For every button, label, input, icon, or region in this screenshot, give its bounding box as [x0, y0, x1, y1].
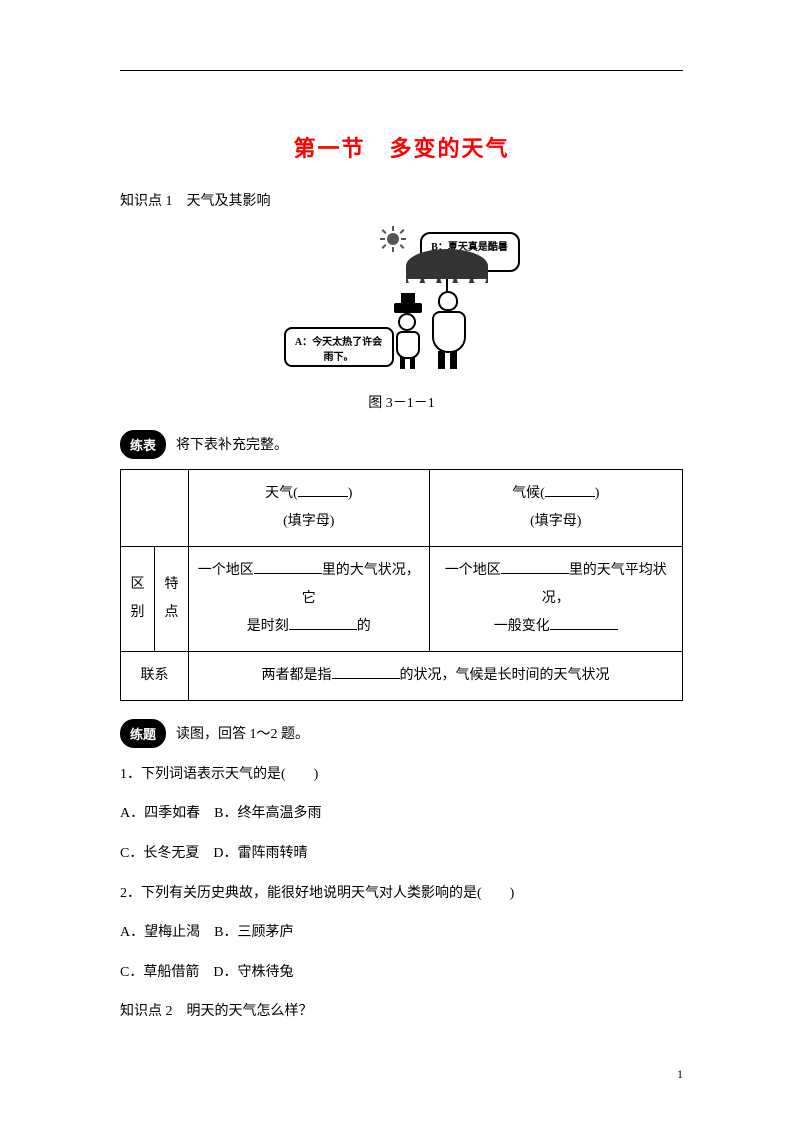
- th-weather-b: ): [348, 486, 353, 501]
- cell-relation: 两者都是指 的状况，气候是长时间的天气状况: [189, 651, 683, 700]
- blank[interactable]: [545, 483, 595, 497]
- txt: 一般变化: [494, 619, 550, 634]
- exercise-table-header: 练表 将下表补充完整。: [120, 430, 683, 459]
- knowledge-point-1: 知识点 1 天气及其影响: [120, 187, 683, 218]
- cell-climate-feature: 一个地区里的天气平均状况， 一般变化: [429, 546, 682, 651]
- txt: 区: [131, 577, 145, 592]
- blank[interactable]: [550, 616, 618, 630]
- comparison-table: 天气() (填字母) 气候() (填字母) 区 别 特 点 一个地区里的大气状况…: [120, 469, 683, 701]
- table-row: 区 别 特 点 一个地区里的大气状况，它 是时刻的 一个地区里的天气平均状况， …: [121, 546, 683, 651]
- blank[interactable]: [501, 560, 569, 574]
- q2-stem: 2．下列有关历史典故，能很好地说明天气对人类影响的是( ): [120, 877, 683, 911]
- speech-bubble-a: A：今天太热了许会雨下。: [284, 327, 394, 367]
- page: 第一节 多变的天气 知识点 1 天气及其影响 B：夏天真是酷暑难耐！: [0, 0, 793, 1122]
- th-weather: 天气() (填字母): [189, 469, 430, 546]
- badge-lianbiao: 练表: [120, 430, 166, 459]
- q1-option-ab: A．四季如春 B．终年高温多雨: [120, 797, 683, 831]
- page-number: 1: [677, 1067, 683, 1082]
- th-climate: 气候() (填字母): [429, 469, 682, 546]
- figure-wrap: B：夏天真是酷暑难耐！ A：今天太热了许会雨下。 图 3－1－1: [120, 224, 683, 412]
- cell-weather-feature: 一个地区里的大气状况，它 是时刻的: [189, 546, 430, 651]
- sun-icon: [382, 228, 404, 250]
- blank[interactable]: [289, 616, 357, 630]
- th-climate-b: ): [595, 486, 600, 501]
- q1-stem: 1．下列词语表示天气的是( ): [120, 758, 683, 792]
- blank[interactable]: [298, 483, 348, 497]
- txt: 一个地区: [198, 563, 254, 578]
- cartoon-figure: B：夏天真是酷暑难耐！ A：今天太热了许会雨下。: [282, 224, 522, 379]
- th-empty: [121, 469, 189, 546]
- txt: 是时刻: [247, 619, 289, 634]
- th-hint2: (填字母): [530, 514, 581, 529]
- badge-lianbiao-text: 将下表补充完整。: [176, 434, 288, 454]
- table-row: 天气() (填字母) 气候() (填字母): [121, 469, 683, 546]
- th-weather-a: 天气(: [265, 486, 298, 501]
- top-rule: [120, 70, 683, 71]
- badge-lianti-text: 读图，回答 1～2 题。: [176, 723, 309, 743]
- badge-lianti: 练题: [120, 719, 166, 748]
- txt: 别: [131, 605, 145, 620]
- q2-option-ab: A．望梅止渴 B．三顾茅庐: [120, 916, 683, 950]
- figure-caption: 图 3－1－1: [120, 392, 683, 412]
- cell-tedian: 特 点: [155, 546, 189, 651]
- q2-option-cd: C．草船借箭 D．守株待兔: [120, 956, 683, 990]
- knowledge-point-2: 知识点 2 明天的天气怎么样？: [120, 995, 683, 1029]
- th-climate-a: 气候(: [512, 486, 545, 501]
- txt: 的: [357, 619, 371, 634]
- txt: 的状况，气候是长时间的天气状况: [400, 668, 610, 683]
- cell-qubie: 区 别: [121, 546, 155, 651]
- txt: 一个地区: [445, 563, 501, 578]
- child-icon: [390, 303, 426, 369]
- table-row: 联系 两者都是指 的状况，气候是长时间的天气状况: [121, 651, 683, 700]
- cell-lianxi: 联系: [121, 651, 189, 700]
- section-title: 第一节 多变的天气: [120, 131, 683, 163]
- q1-option-cd: C．长冬无夏 D．雷阵雨转晴: [120, 837, 683, 871]
- blank[interactable]: [332, 665, 400, 679]
- th-hint1: (填字母): [283, 514, 334, 529]
- txt: 两者都是指: [262, 668, 332, 683]
- txt: 点: [165, 605, 179, 620]
- blank[interactable]: [254, 560, 322, 574]
- txt: 特: [165, 577, 179, 592]
- exercise-question-header: 练题 读图，回答 1～2 题。: [120, 719, 683, 748]
